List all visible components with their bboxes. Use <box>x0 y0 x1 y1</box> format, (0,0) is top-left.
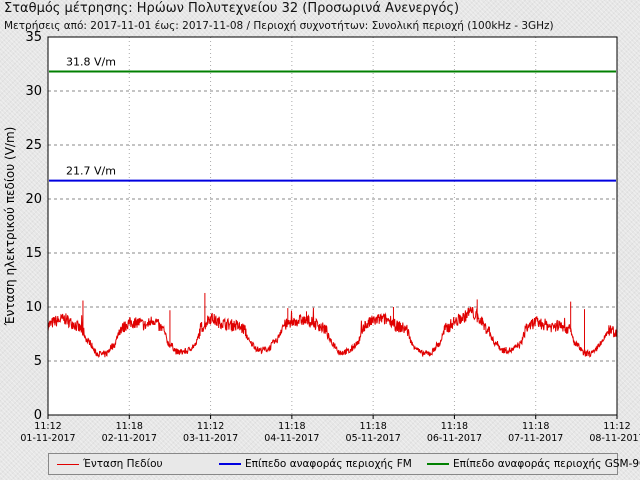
legend-label-field: Ένταση Πεδίου <box>83 458 163 470</box>
legend-label-gsm: Επίπεδο αναφοράς περιοχής GSM-900 <box>453 458 640 470</box>
x-tick-date: 07-11-2017 <box>508 433 563 444</box>
gsm-reference-label: 31.8 V/m <box>66 56 116 69</box>
legend-swatch-field <box>57 463 79 465</box>
x-tick-time: 11:18 <box>441 421 468 432</box>
x-tick-date: 02-11-2017 <box>102 433 157 444</box>
y-tick-label: 35 <box>25 30 42 45</box>
y-tick-label: 0 <box>34 408 42 423</box>
legend-label-fm: Επίπεδο αναφοράς περιοχής FM <box>245 458 412 470</box>
plot-border <box>47 36 618 416</box>
legend-item-gsm: Επίπεδο αναφοράς περιοχής GSM-900 <box>427 458 640 470</box>
x-tick-time: 11:18 <box>359 421 386 432</box>
x-tick-date: 04-11-2017 <box>264 433 319 444</box>
x-tick-time: 11:12 <box>34 421 61 432</box>
x-tick-date: 01-11-2017 <box>20 433 75 444</box>
x-tick-date: 06-11-2017 <box>427 433 482 444</box>
legend-item-field: Ένταση Πεδίου <box>57 458 163 470</box>
y-tick-label: 15 <box>25 246 42 261</box>
chart-subtitle: Μετρήσεις από: 2017-11-01 έως: 2017-11-0… <box>4 20 554 32</box>
y-axis-label: Ένταση ηλεκτρικού πεδίου (V/m) <box>3 127 17 327</box>
y-tick-label: 25 <box>25 138 42 153</box>
x-tick-date: 03-11-2017 <box>183 433 238 444</box>
plot-area <box>47 36 618 416</box>
x-tick-date: 08-11-2017 <box>589 433 640 444</box>
y-tick-label: 5 <box>34 354 42 369</box>
legend: Ένταση Πεδίου Επίπεδο αναφοράς περιοχής … <box>48 453 640 475</box>
x-tick-time: 11:12 <box>603 421 630 432</box>
fm-reference-label: 21.7 V/m <box>66 165 116 178</box>
chart-title: Σταθμός μέτρησης: Ηρώων Πολυτεχνείου 32 … <box>4 1 460 16</box>
chart-canvas: 0510152025303511:1201-11-201711:1802-11-… <box>3 30 640 444</box>
y-tick-label: 30 <box>25 84 42 99</box>
legend-swatch-gsm <box>427 463 449 465</box>
x-tick-time: 11:18 <box>116 421 143 432</box>
x-tick-time: 11:18 <box>278 421 305 432</box>
legend-item-fm: Επίπεδο αναφοράς περιοχής FM <box>219 458 412 470</box>
field-strength-line <box>47 306 618 358</box>
x-tick-date: 05-11-2017 <box>346 433 401 444</box>
legend-swatch-fm <box>219 463 241 465</box>
x-tick-time: 11:18 <box>522 421 549 432</box>
x-tick-time: 11:12 <box>197 421 224 432</box>
y-tick-label: 20 <box>25 192 42 207</box>
y-tick-label: 10 <box>25 300 42 315</box>
